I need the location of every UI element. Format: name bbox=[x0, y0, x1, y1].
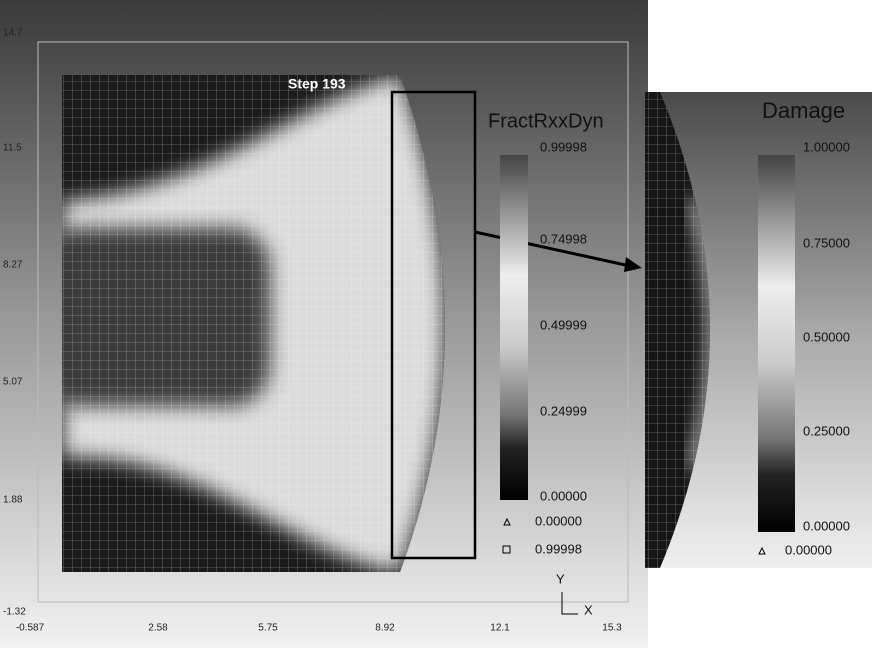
color-bar bbox=[500, 155, 528, 500]
x-tick-label: 2.58 bbox=[148, 623, 168, 634]
legend-title: FractRxxDyn bbox=[488, 110, 604, 132]
y-tick-label: -1.32 bbox=[3, 607, 26, 618]
max-marker-value: 0.99998 bbox=[535, 541, 582, 556]
legend-level: 0.49999 bbox=[540, 317, 587, 332]
legend-level: 0.00000 bbox=[540, 488, 587, 503]
y-tick-label: 1.88 bbox=[3, 495, 23, 506]
y-tick-label: 5.07 bbox=[3, 377, 23, 388]
x-tick-label: 15.3 bbox=[602, 623, 622, 634]
step-label: Step 193 bbox=[288, 76, 346, 92]
damage-level: 1.00000 bbox=[803, 139, 850, 154]
y-tick-label: 8.27 bbox=[3, 260, 23, 271]
y-tick-label: 11.5 bbox=[3, 143, 22, 154]
x-tick-label: 8.92 bbox=[375, 623, 395, 634]
damage-min-value: 0.00000 bbox=[785, 542, 832, 557]
damage-level: 0.00000 bbox=[803, 518, 850, 533]
y-tick-label: 14.7 bbox=[3, 28, 23, 39]
legend-level: 0.99998 bbox=[540, 139, 587, 154]
legend-level: 0.24999 bbox=[540, 403, 587, 418]
x-tick-label: -0.587 bbox=[16, 623, 45, 634]
damage-level: 0.50000 bbox=[803, 329, 850, 344]
min-marker-value: 0.00000 bbox=[535, 513, 582, 528]
figure: Step 193 14.7 11.5 8.27 5.07 1.88 -1.32 -0.587… bbox=[0, 0, 872, 648]
damage-color-bar bbox=[758, 155, 795, 532]
x-tick-label: 5.75 bbox=[258, 623, 278, 634]
x-tick-label: 12.1 bbox=[490, 623, 510, 634]
damage-level: 0.25000 bbox=[803, 423, 850, 438]
triad-y: Y bbox=[556, 571, 565, 586]
triad-x: X bbox=[584, 602, 593, 617]
damage-level: 0.75000 bbox=[803, 235, 850, 250]
damage-title: Damage bbox=[762, 98, 845, 123]
legend-level: 0.74998 bbox=[540, 231, 587, 246]
